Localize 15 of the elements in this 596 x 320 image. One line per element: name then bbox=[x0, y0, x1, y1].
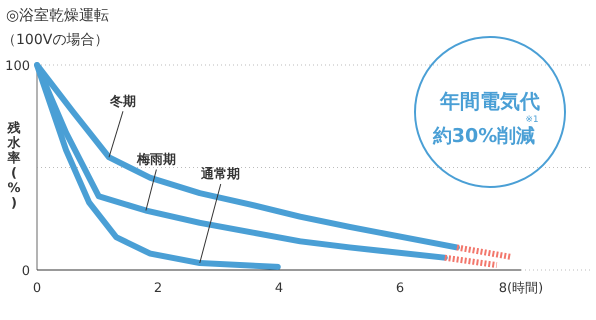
x-tick-label: 8(時間) bbox=[498, 281, 544, 296]
x-tick-label: 4 bbox=[274, 281, 284, 296]
y-tick-label: 100 bbox=[5, 59, 30, 74]
text: ※1 bbox=[525, 115, 539, 125]
x-tick-label: 6 bbox=[396, 281, 404, 296]
annotation: 約30%削減 bbox=[432, 125, 536, 147]
x-tick-label: 0 bbox=[32, 281, 42, 296]
annotation: 梅雨期 bbox=[136, 152, 176, 168]
y-axis-title: 残水率(%) bbox=[6, 121, 22, 211]
annotation: 通常期 bbox=[200, 166, 240, 182]
x-tick-label: 2 bbox=[154, 281, 162, 296]
annotation: 年間電気代 bbox=[439, 89, 540, 113]
chart-subtitle: （100Vの場合） bbox=[2, 32, 108, 48]
annotation: 冬期 bbox=[108, 94, 136, 110]
chart-title: ◎浴室乾燥運転 bbox=[6, 6, 110, 24]
